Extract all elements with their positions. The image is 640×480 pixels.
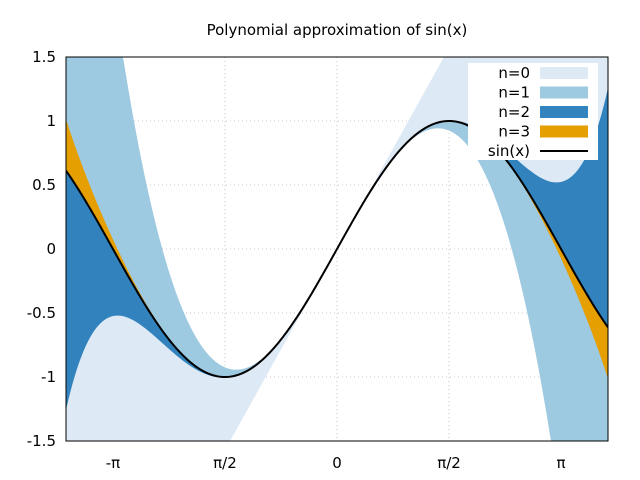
- y-tick-label: -0.5: [27, 304, 56, 322]
- y-tick-label: -1: [41, 368, 56, 386]
- y-tick-label: 0: [46, 240, 56, 258]
- legend-swatch: [540, 125, 588, 138]
- legend-swatch: [540, 106, 588, 118]
- y-tick-label: 1.5: [32, 48, 56, 66]
- legend-swatch: [540, 67, 588, 79]
- x-tick-label: π/2: [437, 454, 461, 472]
- y-tick-label: 0.5: [32, 176, 56, 194]
- plot-border: [65, 56, 609, 442]
- x-tick-label: π/2: [213, 454, 237, 472]
- legend-label: n=1: [498, 84, 530, 102]
- legend-label: n=2: [498, 103, 530, 121]
- y-ticks: 1.5 1 0.5 0 -0.5 -1 -1.5: [27, 48, 56, 450]
- sin-line-group: [66, 120, 608, 378]
- x-ticks: -π π/2 0 π/2 π: [106, 454, 566, 472]
- legend-swatch: [540, 86, 588, 99]
- x-tick-label: π: [557, 454, 566, 472]
- sin-line: [66, 120, 608, 378]
- fill-n-1: [66, 57, 608, 441]
- y-tick-label: 1: [46, 112, 56, 130]
- legend-label: n=3: [498, 123, 530, 141]
- x-tick-label: 0: [332, 454, 342, 472]
- y-tick-label: -1.5: [27, 432, 56, 450]
- legend-label: sin(x): [488, 142, 530, 160]
- x-tick-label: -π: [106, 454, 120, 472]
- chart-title: Polynomial approximation of sin(x): [207, 21, 468, 39]
- legend-label: n=0: [498, 64, 530, 82]
